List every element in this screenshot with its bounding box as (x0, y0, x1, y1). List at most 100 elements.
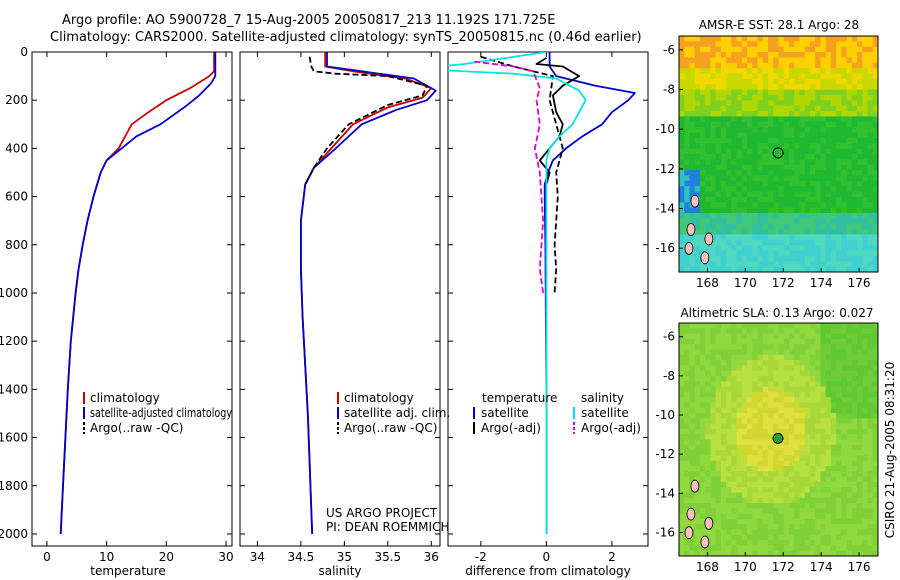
map-cell (762, 159, 769, 166)
map-cell (715, 250, 722, 257)
map-cell (820, 223, 827, 230)
map-cell (747, 407, 753, 414)
map-cell (741, 344, 748, 350)
map-cell (857, 434, 863, 440)
series-line-argo-dashed (480, 55, 564, 294)
map-cell (809, 465, 816, 472)
map-cell (794, 323, 800, 329)
map-cell (788, 338, 795, 345)
map-cell (841, 207, 848, 214)
map-cell (851, 105, 858, 112)
map-cell (715, 202, 722, 209)
map-cell (747, 344, 753, 350)
map-cell (757, 365, 764, 372)
map-cell (705, 513, 711, 520)
map-cell (830, 154, 837, 160)
map-cell (715, 111, 722, 117)
map-cell (836, 127, 842, 134)
map-cell (857, 116, 863, 123)
map-cell (799, 234, 806, 241)
map-cell (720, 191, 727, 198)
map-cell (851, 550, 858, 557)
map-cell (757, 154, 764, 160)
map-cell (857, 159, 863, 166)
map-cell (799, 503, 806, 509)
map-cell (794, 434, 800, 440)
map-cell (694, 418, 701, 425)
map-cell (726, 450, 732, 456)
map-cell (705, 57, 711, 64)
map-cell (836, 191, 842, 198)
map-cell (715, 370, 722, 377)
map-cell (747, 423, 753, 430)
map-cell (783, 391, 790, 398)
map-cell (799, 534, 806, 541)
map-cell (705, 127, 711, 134)
map-cell (710, 52, 717, 58)
map-cell (710, 159, 717, 166)
map-cell (794, 439, 800, 446)
map-cell (679, 218, 685, 225)
map-cell (804, 121, 811, 128)
map-cell (851, 46, 858, 53)
map-cell (857, 121, 863, 128)
map-cell (809, 391, 816, 398)
map-cell (783, 370, 790, 377)
map-cell (809, 234, 816, 241)
map-cell (699, 100, 706, 107)
map-cell (815, 207, 821, 214)
map-cell (794, 402, 800, 409)
map-cell (867, 148, 874, 155)
map-cell (872, 180, 879, 187)
map-cell (872, 175, 879, 182)
map-cell (684, 328, 690, 335)
map-cell (809, 84, 816, 91)
map-cell (809, 143, 816, 150)
map-cell (778, 534, 785, 541)
map-cell (679, 78, 685, 85)
map-cell (757, 481, 764, 488)
map-cell (857, 402, 863, 409)
map-cell (846, 175, 853, 182)
map-cell (762, 95, 769, 101)
map-cell (804, 127, 811, 134)
map-cell (736, 365, 743, 372)
map-cell (841, 407, 848, 414)
map-cell (752, 73, 759, 80)
map-cell (867, 444, 874, 451)
map-cell (762, 328, 769, 335)
map-cell (747, 550, 753, 557)
map-cell (783, 148, 790, 155)
map-cell (736, 154, 743, 160)
map-cell (794, 41, 800, 48)
map-cell (794, 170, 800, 176)
map-cell (794, 497, 800, 504)
map-cell (741, 370, 748, 377)
map-cell (757, 100, 764, 107)
map-cell (804, 84, 811, 91)
map-cell (815, 439, 821, 446)
map-cell (851, 52, 858, 58)
map-cell (804, 100, 811, 107)
map-cell (773, 186, 779, 193)
map-cell (799, 386, 806, 393)
map-cell (778, 234, 785, 241)
map-cell (815, 266, 821, 273)
map-cell (710, 84, 717, 91)
x-tick-label: 30 (218, 550, 233, 564)
map-cell (804, 524, 811, 531)
map-cell (736, 127, 743, 134)
map-cell (809, 52, 816, 58)
map-cell (773, 513, 779, 520)
map-cell (862, 175, 869, 182)
map-cell (768, 62, 774, 69)
map-cell (736, 518, 743, 525)
map-cell (762, 180, 769, 187)
x-tick-label: 34 (250, 550, 265, 564)
map-cell (804, 261, 811, 268)
map-cell (726, 360, 732, 366)
map-cell (872, 338, 879, 345)
map-cell (679, 471, 685, 478)
map-cell (872, 127, 879, 134)
map-cell (741, 397, 748, 403)
